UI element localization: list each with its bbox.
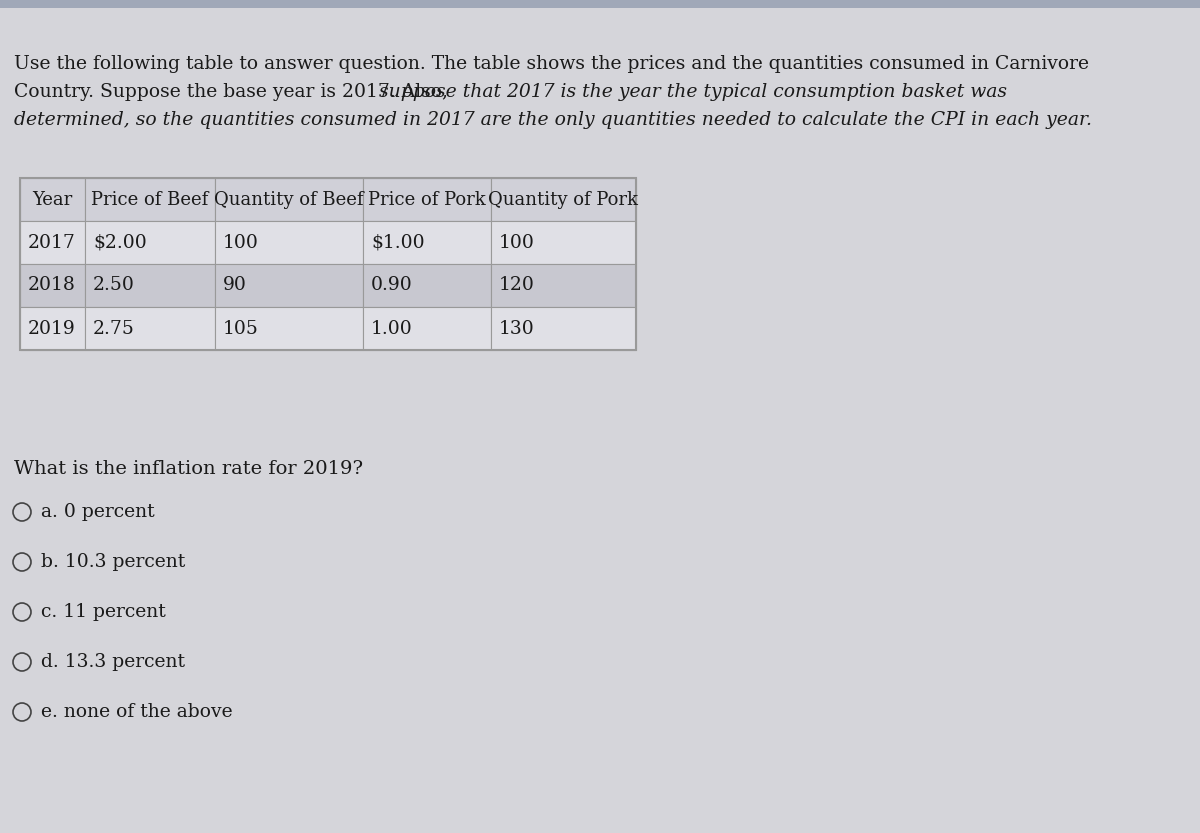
- Bar: [0, 0, 1200, 8]
- Bar: [20, 264, 85, 307]
- Text: 100: 100: [499, 233, 535, 252]
- Text: a. 0 percent: a. 0 percent: [41, 503, 155, 521]
- Text: 1.00: 1.00: [371, 320, 413, 337]
- Text: Quantity of Pork: Quantity of Pork: [488, 191, 638, 208]
- Bar: [20, 178, 636, 350]
- Bar: [364, 178, 491, 221]
- Text: 90: 90: [223, 277, 247, 295]
- Bar: [364, 264, 491, 307]
- Text: Price of Pork: Price of Pork: [368, 191, 486, 208]
- Bar: [364, 307, 491, 350]
- Bar: [85, 264, 215, 307]
- Bar: [364, 221, 491, 264]
- Bar: [20, 307, 85, 350]
- Text: 2018: 2018: [28, 277, 76, 295]
- Bar: [215, 307, 364, 350]
- Text: 100: 100: [223, 233, 259, 252]
- Text: 120: 120: [499, 277, 535, 295]
- Bar: [215, 264, 364, 307]
- Text: What is the inflation rate for 2019?: What is the inflation rate for 2019?: [14, 460, 364, 478]
- Bar: [215, 178, 364, 221]
- Text: Quantity of Beef: Quantity of Beef: [215, 191, 364, 208]
- Text: 2017: 2017: [28, 233, 76, 252]
- Bar: [491, 264, 636, 307]
- Text: $2.00: $2.00: [94, 233, 146, 252]
- Text: 105: 105: [223, 320, 259, 337]
- Text: c. 11 percent: c. 11 percent: [41, 603, 166, 621]
- Bar: [20, 178, 85, 221]
- Bar: [491, 221, 636, 264]
- Text: Price of Beef: Price of Beef: [91, 191, 209, 208]
- Text: 130: 130: [499, 320, 535, 337]
- Text: b. 10.3 percent: b. 10.3 percent: [41, 553, 185, 571]
- Text: e. none of the above: e. none of the above: [41, 703, 233, 721]
- Text: 2019: 2019: [28, 320, 76, 337]
- Text: $1.00: $1.00: [371, 233, 425, 252]
- Bar: [85, 307, 215, 350]
- Text: Year: Year: [32, 191, 73, 208]
- Text: determined, so the quantities consumed in 2017 are the only quantities needed to: determined, so the quantities consumed i…: [14, 111, 1092, 129]
- Text: d. 13.3 percent: d. 13.3 percent: [41, 653, 185, 671]
- Bar: [85, 221, 215, 264]
- Text: 2.75: 2.75: [94, 320, 134, 337]
- Text: Use the following table to answer question. The table shows the prices and the q: Use the following table to answer questi…: [14, 55, 1090, 73]
- Text: suppose that 2017 is the year the typical consumption basket was: suppose that 2017 is the year the typica…: [379, 83, 1007, 101]
- Bar: [215, 221, 364, 264]
- Bar: [491, 307, 636, 350]
- Bar: [85, 178, 215, 221]
- Bar: [491, 178, 636, 221]
- Bar: [20, 221, 85, 264]
- Text: 0.90: 0.90: [371, 277, 413, 295]
- Text: Country. Suppose the base year is 2017. Also,: Country. Suppose the base year is 2017. …: [14, 83, 454, 101]
- Text: 2.50: 2.50: [94, 277, 134, 295]
